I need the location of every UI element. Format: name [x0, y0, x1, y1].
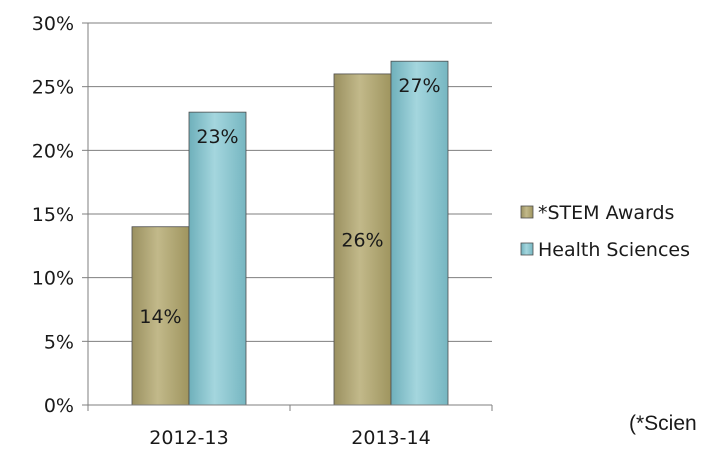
- data-label: 27%: [398, 75, 440, 97]
- legend-swatch: [520, 242, 534, 256]
- legend-swatch: [520, 205, 534, 219]
- legend-label: *STEM Awards: [538, 202, 674, 224]
- y-tick-label: 25%: [32, 77, 74, 99]
- footnote: (*Scien: [629, 412, 697, 435]
- data-labels: 14% 23% 26% 27%: [139, 75, 440, 328]
- legend-label: Health Sciences: [538, 239, 690, 261]
- y-axis: 0% 5% 10% 15% 20% 25% 30%: [32, 13, 89, 417]
- bar-2013-14-series-1: [390, 60, 449, 406]
- legend: *STEM Awards Health Sciences: [520, 202, 690, 261]
- bars: [131, 60, 449, 406]
- y-tick-label: 10%: [32, 268, 74, 290]
- x-tick-label: 2012-13: [149, 427, 228, 449]
- y-tick-label: 5%: [44, 331, 74, 353]
- y-tick-label: 0%: [44, 395, 74, 417]
- x-tick-label: 2013-14: [351, 427, 430, 449]
- data-label: 14%: [139, 306, 181, 328]
- x-axis: 2012-13 2013-14: [87, 404, 493, 449]
- data-label: 26%: [341, 229, 383, 251]
- y-tick-label: 30%: [32, 13, 74, 35]
- y-tick-label: 20%: [32, 140, 74, 162]
- y-tick-label: 15%: [32, 204, 74, 226]
- data-label: 23%: [196, 126, 238, 148]
- bar-2012-13-series-1: [188, 111, 247, 406]
